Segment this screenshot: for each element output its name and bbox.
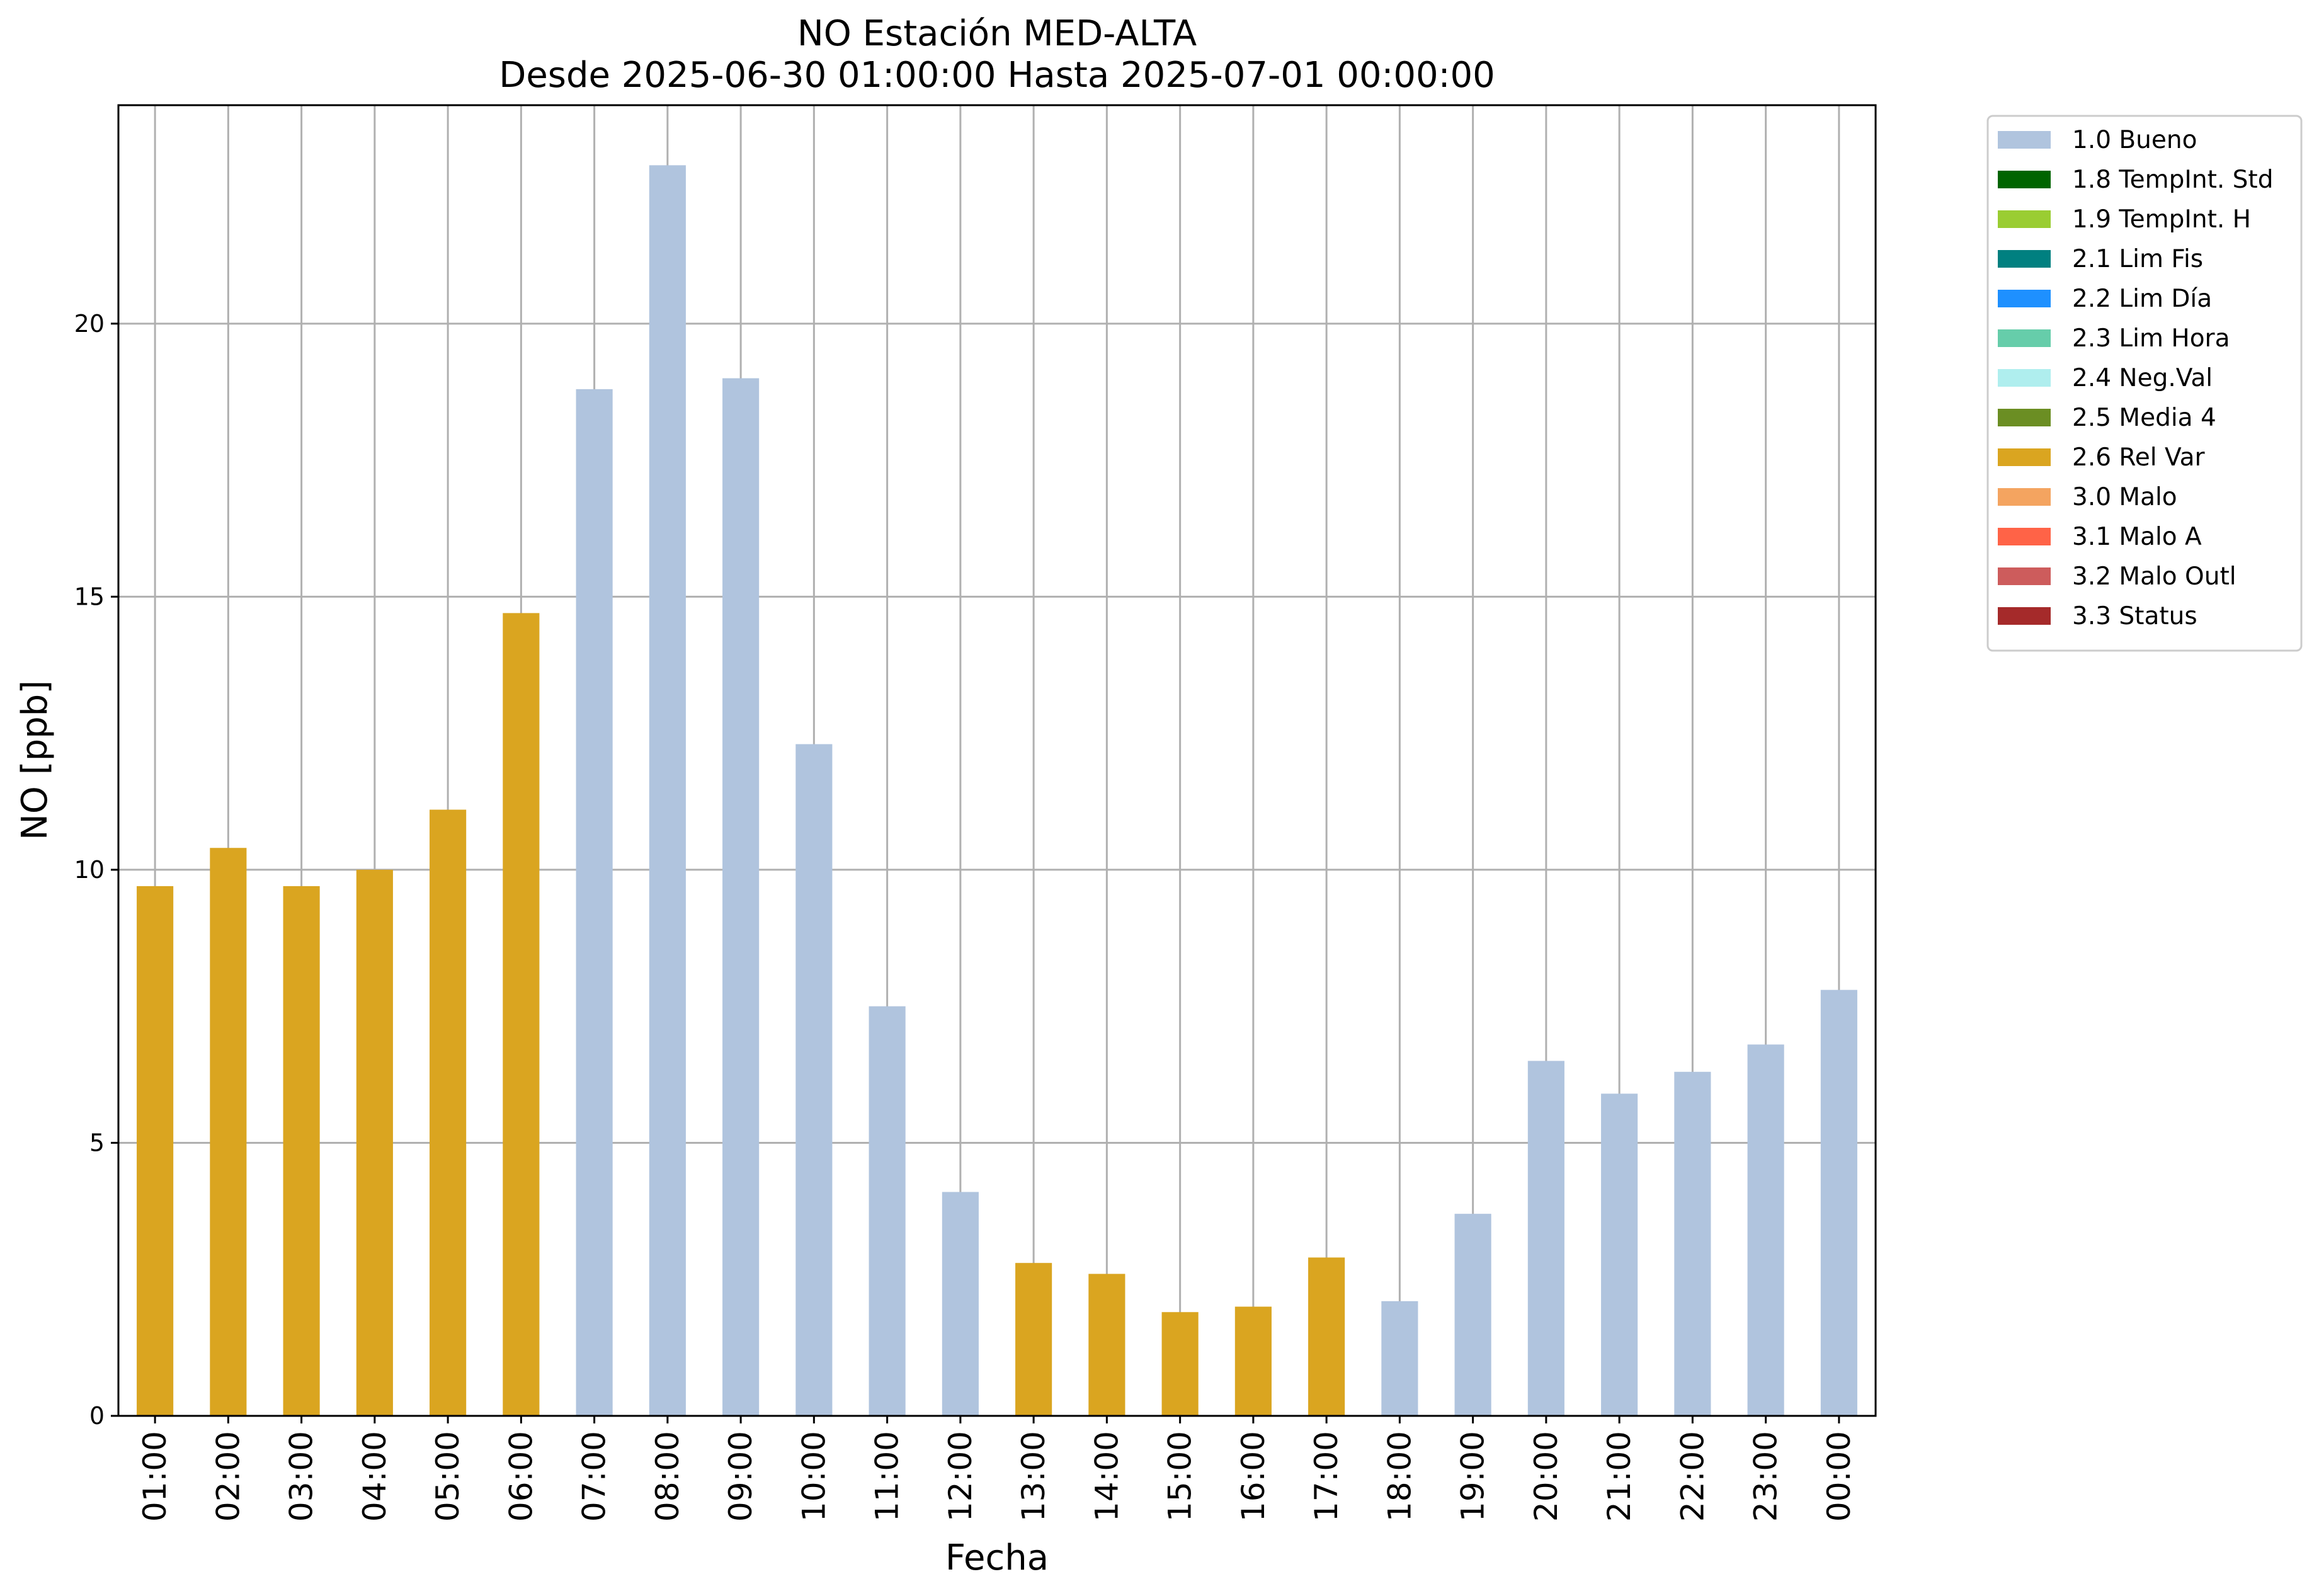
x-tick-label: 15:00 (1162, 1431, 1199, 1522)
bar-0200 (210, 848, 247, 1416)
legend-swatch (1998, 250, 2051, 268)
legend-label: 2.2 Lim Día (2072, 285, 2212, 313)
legend-label: 2.5 Media 4 (2072, 404, 2216, 432)
x-axis-label: Fecha (945, 1537, 1049, 1578)
legend-label: 1.8 TempInt. Std (2072, 166, 2273, 194)
legend-swatch (1998, 131, 2051, 149)
bar-2100 (1601, 1093, 1638, 1416)
x-tick-label: 00:00 (1821, 1431, 1857, 1522)
x-tick-label: 14:00 (1088, 1431, 1125, 1522)
bar-1100 (869, 1006, 906, 1416)
legend-label: 2.1 Lim Fis (2072, 245, 2203, 273)
chart-title: NO Estación MED-ALTA (797, 13, 1197, 54)
legend-label: 2.4 Neg.Val (2072, 364, 2213, 392)
x-tick-label: 18:00 (1381, 1431, 1418, 1522)
x-tick-label: 02:00 (210, 1431, 246, 1522)
legend-swatch (1998, 210, 2051, 228)
x-tick-label: 21:00 (1601, 1431, 1638, 1522)
legend-swatch (1998, 409, 2051, 426)
bar-1800 (1381, 1301, 1418, 1416)
bar-1900 (1454, 1214, 1491, 1416)
x-tick-label: 22:00 (1674, 1431, 1711, 1522)
x-tick-label: 19:00 (1455, 1431, 1491, 1522)
x-tick-label: 08:00 (649, 1431, 686, 1522)
bar-0000 (1820, 989, 1857, 1416)
chart-subtitle: Desde 2025-06-30 01:00:00 Hasta 2025-07-… (499, 55, 1495, 96)
bar-0800 (649, 165, 686, 1416)
legend-swatch (1998, 369, 2051, 387)
bar-0300 (283, 886, 320, 1416)
legend-label: 3.2 Malo Outl (2072, 562, 2236, 591)
x-tick-label: 12:00 (942, 1431, 979, 1522)
x-tick-label: 13:00 (1015, 1431, 1052, 1522)
bar-2300 (1747, 1044, 1784, 1416)
x-tick-label: 11:00 (869, 1431, 906, 1522)
legend-swatch (1998, 290, 2051, 307)
legend-label: 1.9 TempInt. H (2072, 205, 2251, 234)
legend-label: 3.1 Malo A (2072, 523, 2202, 551)
x-tick-label: 04:00 (356, 1431, 393, 1522)
x-tick-label: 20:00 (1528, 1431, 1564, 1522)
legend-label: 3.0 Malo (2072, 483, 2177, 511)
bar-0100 (137, 886, 174, 1416)
legend-swatch (1998, 448, 2051, 466)
y-tick-label: 5 (89, 1129, 105, 1156)
bars (137, 165, 1857, 1416)
y-axis: 0 5 10 15 20 (74, 310, 118, 1430)
legend-label: 3.3 Status (2072, 602, 2197, 630)
bar-1500 (1161, 1312, 1199, 1416)
bar-1600 (1234, 1306, 1272, 1416)
legend-frame (1986, 115, 2303, 652)
legend-swatch (1998, 528, 2051, 545)
legend: 1.0 Bueno 1.8 TempInt. Std 1.9 TempInt. H 2… (1986, 115, 2303, 652)
x-tick-label: 10:00 (795, 1431, 832, 1522)
x-tick-label: 07:00 (576, 1431, 613, 1522)
y-tick-label: 10 (74, 856, 105, 884)
y-tick-label: 15 (74, 583, 105, 610)
bar-2200 (1674, 1071, 1711, 1416)
plot-area-frame (117, 104, 1877, 1417)
x-tick-label: 03:00 (283, 1431, 320, 1522)
bar-1300 (1015, 1263, 1052, 1416)
legend-swatch (1998, 567, 2051, 585)
bar-1400 (1088, 1274, 1125, 1416)
y-tick-label: 0 (89, 1402, 105, 1430)
x-tick-label: 16:00 (1235, 1431, 1272, 1522)
bar-2000 (1527, 1061, 1564, 1416)
bar-0400 (356, 869, 393, 1416)
bar-1200 (942, 1192, 979, 1416)
x-tick-label: 09:00 (722, 1431, 759, 1522)
y-tick-label: 20 (74, 310, 105, 338)
x-tick-label: 17:00 (1308, 1431, 1345, 1522)
legend-label: 2.3 Lim Hora (2072, 324, 2230, 353)
y-axis-label: NO [ppb] (14, 680, 55, 840)
x-tick-label: 23:00 (1748, 1431, 1784, 1522)
legend-swatch (1998, 171, 2051, 188)
legend-swatch (1998, 607, 2051, 625)
legend-label: 1.0 Bueno (2072, 126, 2197, 154)
bar-0600 (503, 613, 540, 1416)
legend-swatch (1998, 488, 2051, 506)
legend-label: 2.6 Rel Var (2072, 443, 2206, 472)
x-tick-label: 01:00 (137, 1431, 173, 1522)
bar-0900 (722, 378, 760, 1416)
legend-swatch (1998, 329, 2051, 347)
bar-0500 (430, 809, 467, 1416)
bar-1700 (1308, 1257, 1345, 1416)
x-axis: 01:00 02:00 03:00 04:00 05:00 06:00 07:00 08:00… (137, 1416, 1857, 1522)
bar-1000 (795, 744, 833, 1416)
x-tick-label: 06:00 (503, 1431, 539, 1522)
x-tick-label: 05:00 (430, 1431, 466, 1522)
bar-0700 (576, 389, 613, 1416)
